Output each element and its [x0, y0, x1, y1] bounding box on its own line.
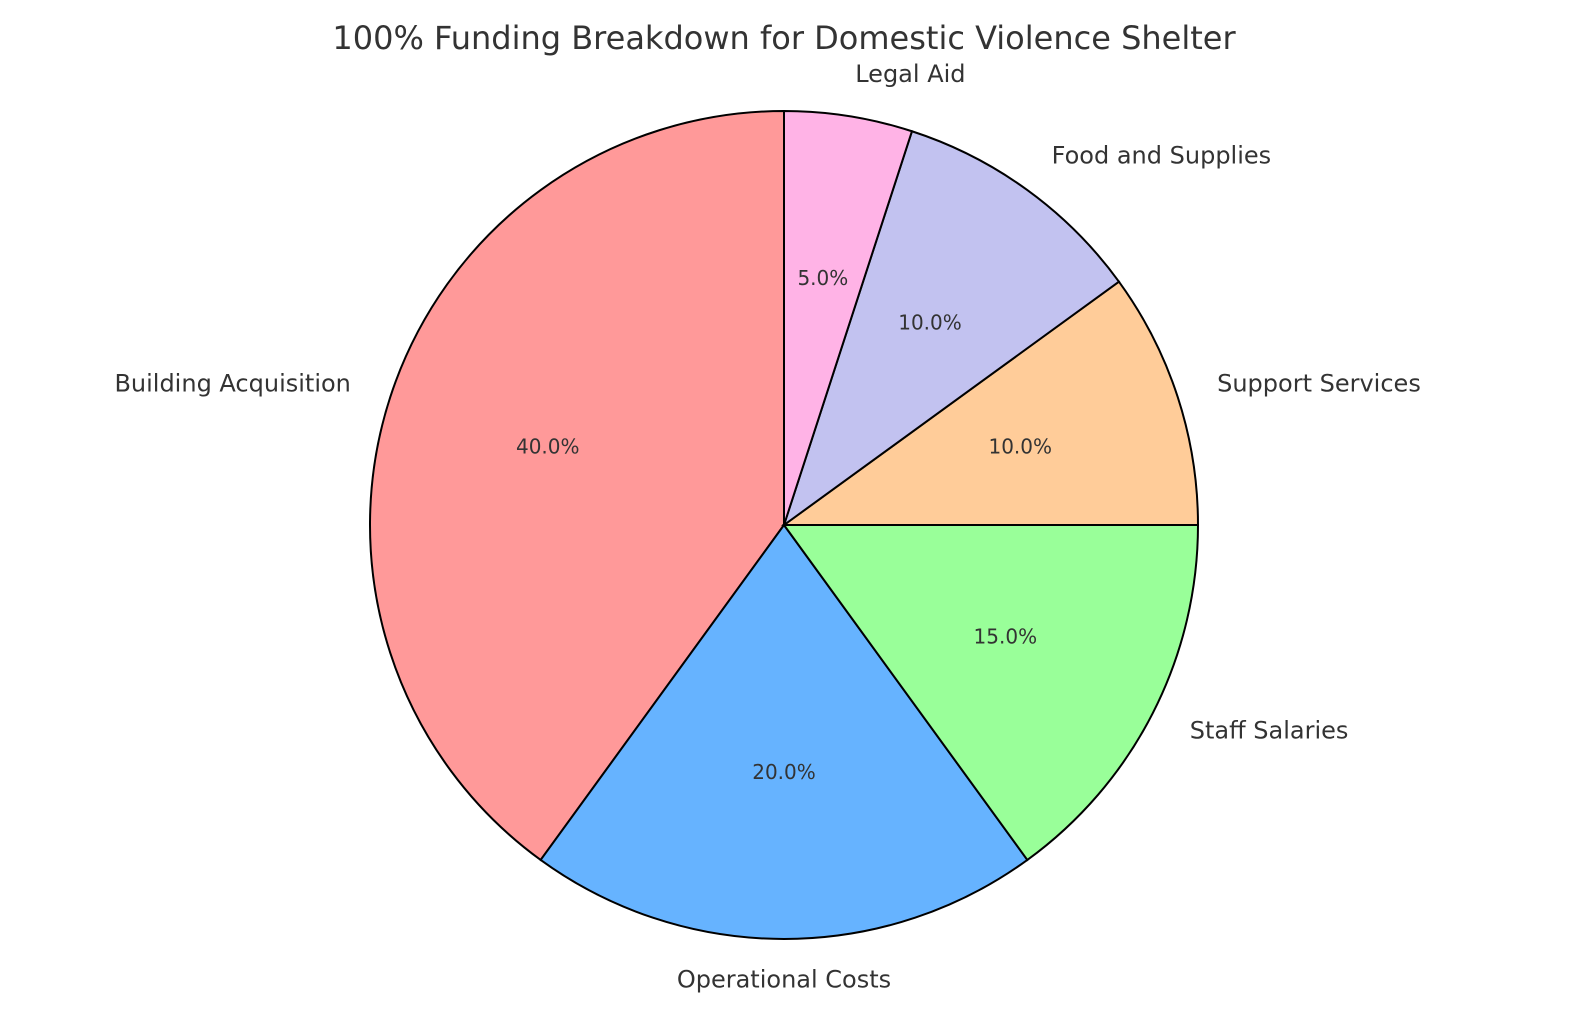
value-label: 10.0%: [898, 311, 962, 335]
slice-label: Staff Salaries: [1190, 717, 1349, 745]
slice-label: Building Acquisition: [114, 369, 350, 397]
value-label: 15.0%: [974, 624, 1038, 648]
chart-title: 100% Funding Breakdown for Domestic Viol…: [332, 19, 1236, 57]
pie-slice: [780, 280, 1200, 526]
pie-slice: [539, 523, 1029, 940]
value-label: 40.0%: [516, 435, 580, 459]
slice-label: Legal Aid: [855, 60, 965, 88]
pie-slice: [369, 109, 785, 862]
value-label: 20.0%: [752, 760, 816, 784]
pie-slice: [782, 524, 1200, 862]
pie-slice: [782, 130, 1121, 528]
value-label: 5.0%: [797, 266, 848, 290]
pie-slice: [783, 109, 914, 526]
slice-label: Support Services: [1217, 369, 1421, 397]
slice-label: Food and Supplies: [1052, 142, 1271, 170]
value-label: 10.0%: [988, 435, 1052, 459]
slice-label: Operational Costs: [677, 965, 891, 993]
